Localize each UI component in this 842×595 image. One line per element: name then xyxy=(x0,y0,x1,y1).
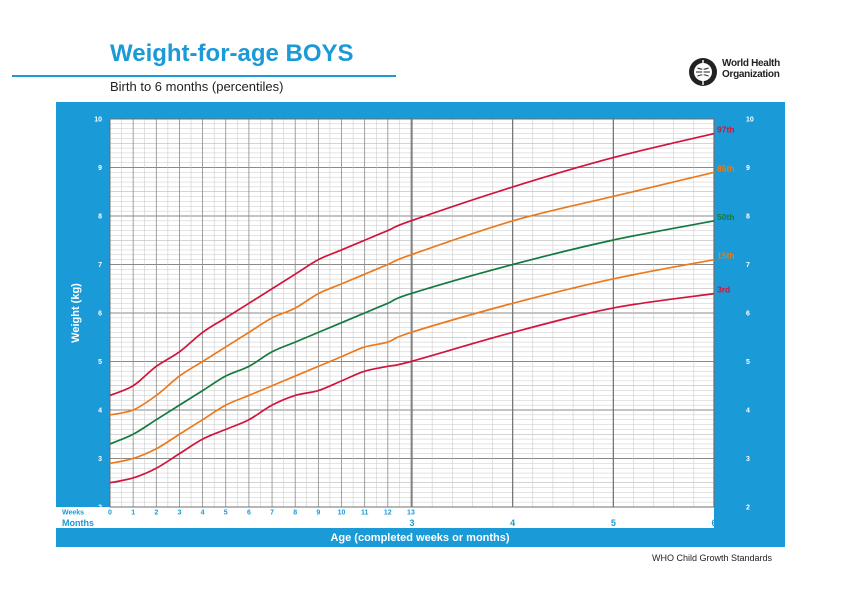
y-tick-right: 5 xyxy=(746,359,750,366)
series-label-97th: 97th xyxy=(717,125,734,135)
y-tick-left: 2 xyxy=(98,505,102,512)
weeks-row-label: Weeks xyxy=(62,510,84,517)
week-tick: 10 xyxy=(338,510,346,517)
week-tick: 2 xyxy=(154,510,158,517)
y-axis-title: Weight (kg) xyxy=(70,283,82,343)
organization-name-line1: World Health xyxy=(722,58,780,69)
y-tick-right: 2 xyxy=(746,505,750,512)
y-tick-left: 3 xyxy=(98,456,102,463)
y-tick-left: 4 xyxy=(98,408,102,415)
plot-border xyxy=(109,118,715,508)
week-tick: 0 xyxy=(108,510,112,517)
x-axis-title: Age (completed weeks or months) xyxy=(330,532,509,544)
series-line-85th xyxy=(109,171,715,416)
y-tick-right: 10 xyxy=(746,117,754,124)
month-tick: 3 xyxy=(409,518,414,528)
chart-frame xyxy=(56,102,785,547)
weeks-row xyxy=(56,507,714,518)
week-tick: 11 xyxy=(361,510,369,517)
week-tick: 9 xyxy=(316,510,320,517)
y-tick-right: 4 xyxy=(746,408,750,415)
week-tick: 12 xyxy=(384,510,392,517)
y-tick-right: 9 xyxy=(746,165,750,172)
series-line-3rd xyxy=(109,292,715,484)
y-tick-right: 3 xyxy=(746,456,750,463)
series-label-85th: 85th xyxy=(717,163,734,173)
chart-grid xyxy=(109,118,715,508)
y-tick-left: 9 xyxy=(98,165,102,172)
y-tick-left: 6 xyxy=(98,311,102,318)
month-tick: 5 xyxy=(611,518,616,528)
week-tick: 8 xyxy=(293,510,297,517)
y-tick-right: 7 xyxy=(746,262,750,269)
months-row xyxy=(56,518,714,528)
who-emblem-icon xyxy=(689,58,717,86)
series-label-50th: 50th xyxy=(717,212,734,222)
y-tick-left: 7 xyxy=(98,262,102,269)
month-tick: 6 xyxy=(711,518,716,528)
y-tick-right: 6 xyxy=(746,311,750,318)
series-label-3rd: 3rd xyxy=(717,285,730,295)
week-tick: 5 xyxy=(224,510,228,517)
y-tick-left: 5 xyxy=(98,359,102,366)
organization-name-line2: Organization xyxy=(722,69,780,80)
organization-name: World Health Organization xyxy=(722,58,780,80)
y-tick-left: 8 xyxy=(98,214,102,221)
series-line-15th xyxy=(109,258,715,465)
months-row-label: Months xyxy=(62,518,94,528)
series-line-50th xyxy=(109,220,715,445)
week-tick: 6 xyxy=(247,510,251,517)
y-tick-right: 8 xyxy=(746,214,750,221)
chart-labels: 3rd 15th 50th 85th 97th 2 2 3 3 4 4 5 5 6 6 7 7 8 8 9 9 10 10 0… xyxy=(62,117,754,545)
chart-subtitle: Birth to 6 months (percentiles) xyxy=(110,79,284,94)
chart-title: Weight-for-age BOYS xyxy=(110,40,354,67)
series-line-97th xyxy=(109,132,715,397)
chart-series xyxy=(109,132,715,484)
week-tick: 7 xyxy=(270,510,274,517)
week-tick: 3 xyxy=(177,510,181,517)
month-tick: 4 xyxy=(510,518,515,528)
footer-source: WHO Child Growth Standards xyxy=(652,553,773,563)
y-tick-left: 10 xyxy=(94,117,102,124)
title-rule xyxy=(12,75,396,77)
series-label-15th: 15th xyxy=(717,251,734,261)
week-tick: 1 xyxy=(131,510,135,517)
week-tick: 4 xyxy=(201,510,205,517)
week-tick: 13 xyxy=(407,510,415,517)
